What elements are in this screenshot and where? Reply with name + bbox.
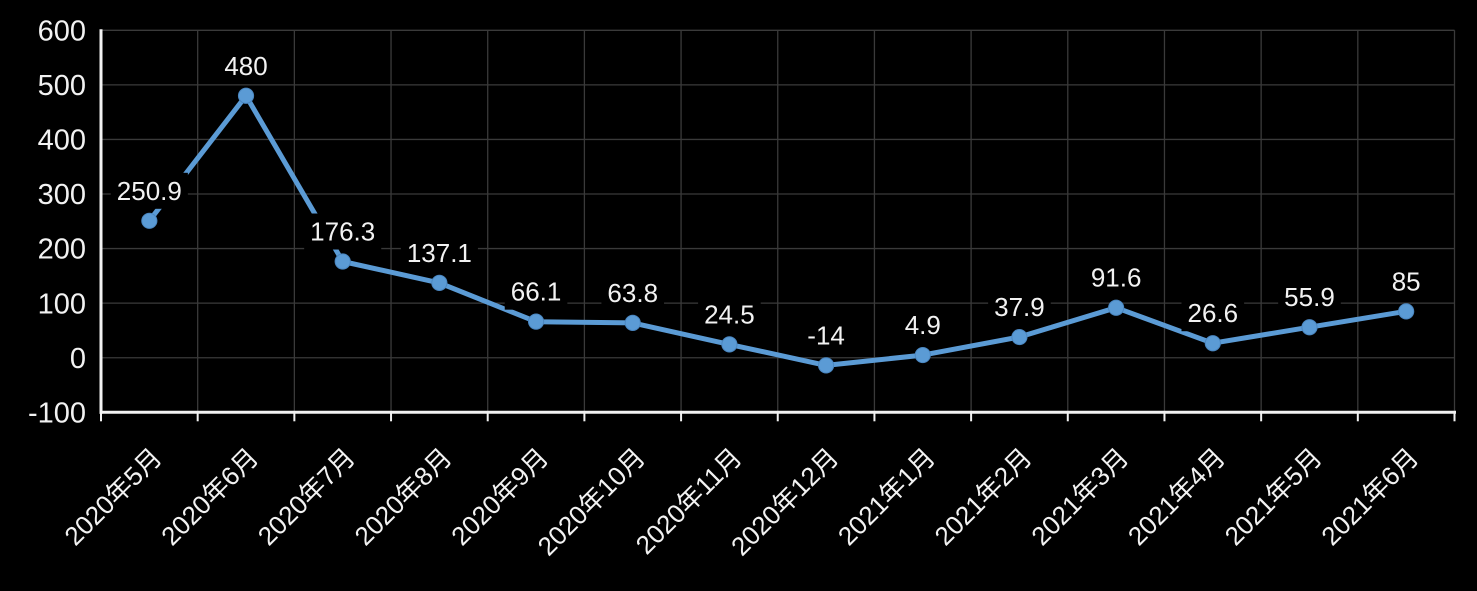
data-label-text: 26.6	[1187, 298, 1238, 328]
data-label-bg	[988, 289, 1051, 326]
data-label-text: 55.9	[1284, 282, 1335, 312]
data-point-marker	[914, 346, 931, 364]
series-markers	[141, 87, 1415, 374]
data-label-text: -14	[807, 320, 845, 350]
y-axis-labels: 600 500 400 300 200 100 0 -100	[28, 15, 86, 429]
data-point-marker	[237, 87, 255, 104]
data-label-text: 4.9	[905, 310, 941, 340]
data-label: 26.6	[1181, 295, 1245, 332]
y-tick-label: 600	[38, 15, 86, 47]
data-label-text: 85	[1392, 266, 1421, 296]
data-label: 55.9	[1278, 279, 1341, 316]
y-tick-label: 200	[38, 234, 86, 266]
x-tick-label: 2020年6月	[155, 442, 264, 551]
y-tick-label: 400	[38, 125, 86, 157]
data-label-text: 250.9	[117, 176, 182, 206]
data-label-bg	[400, 234, 478, 271]
axes	[99, 29, 1456, 422]
x-tick-label: 2021年2月	[929, 442, 1038, 551]
series-line	[146, 93, 1409, 368]
data-point-marker	[624, 314, 641, 332]
data-label-bg	[698, 296, 761, 333]
data-label-text: 24.5	[704, 299, 755, 329]
data-label-bg	[218, 47, 274, 84]
x-tick-label: 2021年1月	[832, 442, 941, 551]
data-point-marker	[141, 212, 158, 229]
y-tick-label: 500	[38, 70, 86, 102]
data-label: 480	[218, 47, 274, 84]
data-point-marker	[721, 336, 738, 353]
data-label: 85	[1385, 263, 1427, 300]
data-label-bg	[601, 274, 665, 311]
data-point-marker	[1204, 335, 1221, 352]
data-label: 24.5	[698, 296, 761, 333]
data-point-marker	[431, 274, 448, 292]
data-label-text: 176.3	[310, 217, 375, 247]
data-point-marker	[1011, 328, 1028, 346]
data-label: 66.1	[504, 273, 568, 310]
data-label-bg	[1181, 295, 1245, 332]
x-axis-labels: 2020年5月2020年6月2020年7月2020年8月2020年9月2020年…	[58, 442, 1424, 561]
x-tick-label: 2020年7月	[252, 442, 361, 551]
data-point-marker	[817, 357, 835, 374]
x-tick-label: 2021年4月	[1122, 442, 1231, 551]
data-label-bg	[304, 213, 382, 250]
data-label: 63.8	[601, 274, 665, 311]
x-tick-label: 2020年5月	[58, 442, 167, 551]
data-label: 91.6	[1084, 259, 1148, 296]
y-tick-label: -100	[28, 397, 86, 429]
data-label-bg	[110, 172, 188, 209]
data-point-marker	[1108, 299, 1125, 316]
data-label: 137.1	[400, 234, 478, 271]
data-label-text: 137.1	[407, 238, 472, 268]
gridlines	[100, 29, 1456, 413]
data-label-text: 37.9	[994, 292, 1045, 322]
x-tick-label: 2021年3月	[1025, 442, 1134, 551]
data-label: 176.3	[304, 213, 382, 250]
data-label-text: 66.1	[511, 277, 562, 307]
data-label-text: 480	[224, 51, 267, 81]
data-labels: 250.9 480 176.3 137.1 66.1 63.8 24.5 -14 4.9 37.9…	[110, 47, 1427, 354]
data-label-bg	[801, 317, 851, 354]
data-label: 250.9	[110, 172, 188, 209]
data-point-marker	[1398, 303, 1415, 320]
x-tick-label: 2020年8月	[349, 442, 458, 551]
data-label-text: 63.8	[607, 278, 658, 308]
x-tick-label: 2021年6月	[1315, 442, 1424, 551]
data-label-text: 91.6	[1091, 263, 1142, 293]
data-label-bg	[1278, 279, 1341, 316]
data-label: -14	[801, 317, 851, 354]
y-tick-label: 300	[38, 179, 86, 211]
data-label-bg	[1084, 259, 1148, 296]
data-point-marker	[334, 253, 351, 270]
y-tick-label: 0	[70, 343, 86, 375]
data-label-bg	[898, 307, 947, 344]
data-label: 4.9	[898, 307, 947, 344]
data-label-bg	[504, 273, 568, 310]
x-tick-label: 2021年5月	[1219, 442, 1328, 551]
data-point-marker	[527, 313, 545, 330]
y-tick-label: 100	[38, 288, 86, 320]
data-label: 37.9	[988, 289, 1051, 326]
data-label-bg	[1385, 263, 1427, 300]
data-point-marker	[1301, 319, 1318, 336]
